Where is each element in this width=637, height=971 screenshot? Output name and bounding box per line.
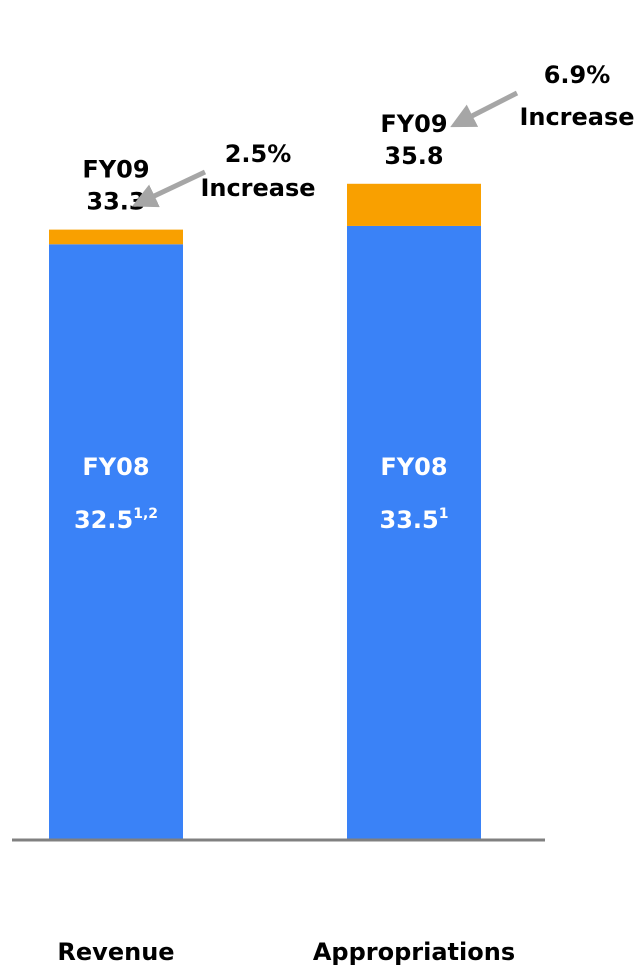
bar-base-value-1: 33.51 bbox=[380, 506, 449, 534]
bar-total-value-0: 33.3 bbox=[86, 188, 145, 216]
increase-arrow-0 bbox=[131, 169, 207, 208]
bar-base-label-0: FY08 bbox=[82, 453, 149, 481]
increase-arrow-1 bbox=[450, 90, 519, 128]
bar-base-footnote-1: 1 bbox=[439, 506, 449, 522]
increase-word-0: Increase bbox=[200, 174, 315, 202]
bar-total-label-1: FY09 bbox=[380, 110, 447, 138]
increase-pct-1: 6.9% bbox=[544, 61, 611, 89]
category-label-0: Revenue bbox=[57, 938, 174, 966]
bar-base-value-0: 32.51,2 bbox=[74, 506, 158, 534]
bar-base-footnote-0: 1,2 bbox=[133, 506, 158, 522]
bar-total-value-1: 35.8 bbox=[384, 142, 443, 170]
increase-word-1: Increase bbox=[519, 103, 634, 131]
bar-total-label-0: FY09 bbox=[82, 156, 149, 184]
bar-increase-1 bbox=[347, 183, 481, 226]
bar-base-label-1: FY08 bbox=[380, 453, 447, 481]
bar-base-1 bbox=[347, 225, 481, 840]
category-label-1: Appropriations bbox=[313, 938, 515, 966]
bar-increase-0 bbox=[49, 229, 183, 245]
bar-base-0 bbox=[49, 244, 183, 840]
bar-base-value-number-1: 33.5 bbox=[380, 506, 439, 534]
bar-base-value-number-0: 32.5 bbox=[74, 506, 133, 534]
increase-pct-0: 2.5% bbox=[225, 140, 292, 168]
